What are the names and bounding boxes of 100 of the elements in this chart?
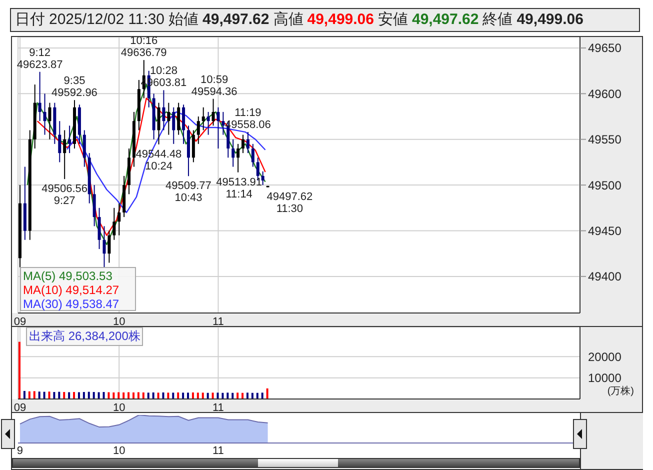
x-tick-label: 10 <box>112 444 126 457</box>
annotation: 49506.56 9:27 <box>42 183 88 208</box>
x-tick-label: 11 <box>212 316 224 328</box>
bar <box>43 392 46 399</box>
bar <box>78 392 80 399</box>
bar <box>102 392 105 399</box>
bar <box>172 392 174 399</box>
bar <box>147 392 150 399</box>
bar <box>48 392 50 399</box>
bar <box>98 392 100 399</box>
bar <box>256 392 258 399</box>
candlestick <box>157 102 160 145</box>
candlestick <box>206 111 210 136</box>
candlestick <box>43 93 46 136</box>
bar <box>23 390 26 399</box>
bar <box>216 392 219 399</box>
y-tick-label: 49650 <box>588 41 622 56</box>
bar <box>167 392 170 399</box>
candlestick <box>261 170 264 186</box>
candlestick <box>202 106 205 131</box>
bar <box>112 392 115 399</box>
annotation: 49497.62 11:30 <box>266 191 313 216</box>
bar <box>261 392 264 399</box>
candlestick <box>162 90 166 131</box>
bar <box>236 392 239 399</box>
bar <box>222 392 224 399</box>
bar <box>266 388 268 399</box>
bar <box>246 392 248 399</box>
bar <box>142 392 144 399</box>
y-tick-label: 49500 <box>588 178 622 192</box>
bar <box>232 392 234 399</box>
bar <box>88 392 90 399</box>
annotation: 49513.91 11:14 <box>216 176 262 200</box>
x-tick-label: 11 <box>212 402 224 414</box>
bar <box>73 392 76 399</box>
annotation: 49509.77 10:43 <box>166 180 212 204</box>
bar <box>242 392 244 399</box>
y-tick-label: 49450 <box>588 224 622 238</box>
candlestick <box>192 130 195 163</box>
bar <box>192 392 194 399</box>
bar <box>68 392 70 399</box>
bar <box>177 392 180 399</box>
candlestick <box>212 98 215 126</box>
bar <box>33 391 36 399</box>
bar <box>63 392 66 399</box>
candlestick <box>98 207 101 250</box>
bar <box>92 392 95 399</box>
candlestick <box>38 71 42 122</box>
bar <box>122 392 125 399</box>
candlestick <box>177 102 180 136</box>
candlestick <box>68 125 72 154</box>
bar <box>202 392 204 399</box>
candlestick <box>236 143 240 173</box>
y-tick-label: 49550 <box>588 132 622 147</box>
bar <box>18 342 21 399</box>
candlestick <box>222 111 225 136</box>
candlestick <box>118 202 121 236</box>
annotation: 9:12 49623.87 <box>16 46 63 71</box>
candlestick <box>63 130 66 180</box>
x-tick-label: 10 <box>112 316 126 328</box>
x-tick-label: 11 <box>212 444 224 457</box>
annotation: 9:35 49592.96 <box>52 75 98 100</box>
bar <box>226 392 229 399</box>
candlestick <box>112 207 116 240</box>
bar <box>82 392 85 399</box>
candlestick <box>196 116 200 144</box>
x-tick-label: 09 <box>14 402 26 414</box>
candlestick <box>172 106 176 144</box>
bar <box>162 392 164 399</box>
y-tick-label: 20000 <box>588 350 622 364</box>
bar <box>28 391 30 399</box>
bar <box>182 392 184 399</box>
y-tick-label: 49600 <box>588 86 622 101</box>
candlestick <box>242 134 244 154</box>
y-tick-label: 49400 <box>588 270 622 284</box>
bar <box>196 392 199 399</box>
text: MA(5) 49,503.53 <box>23 269 114 283</box>
x-tick-label: 9 <box>16 444 24 457</box>
text: MA(30) 49,538.47 <box>23 297 120 311</box>
candlestick <box>92 184 96 227</box>
candlestick <box>232 138 235 168</box>
x-tick-label: 10 <box>112 402 126 414</box>
y-axis-title: (万株) <box>606 384 634 398</box>
bar <box>132 392 134 399</box>
bar <box>53 392 56 399</box>
y-tick-label: 10000 <box>588 371 622 386</box>
candlestick <box>251 143 254 168</box>
candlestick <box>246 131 250 154</box>
text: MA(10) 49,514.27 <box>23 283 120 297</box>
candlestick <box>216 106 220 149</box>
bar <box>38 392 40 399</box>
bar <box>157 392 160 399</box>
bar <box>251 392 254 399</box>
bar <box>187 392 190 399</box>
candlestick <box>58 120 62 163</box>
candlestick <box>82 130 86 168</box>
x-tick-label: 09 <box>14 316 26 328</box>
bar <box>152 392 154 399</box>
bar <box>58 392 60 399</box>
bar <box>206 392 209 399</box>
